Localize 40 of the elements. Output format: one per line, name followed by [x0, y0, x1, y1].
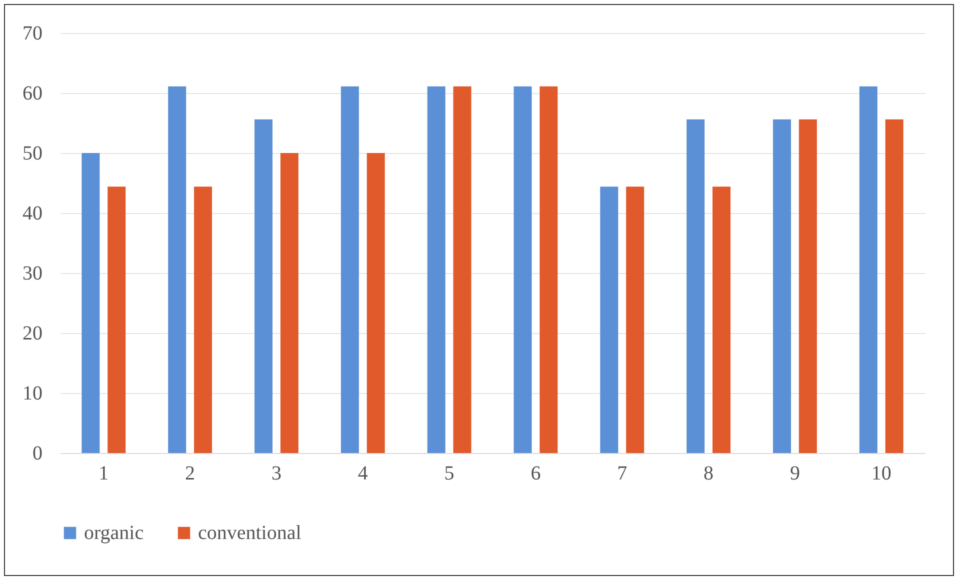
bar — [453, 86, 472, 453]
legend-label: conventional — [198, 522, 302, 544]
legend-label: organic — [84, 522, 144, 544]
y-tick-label: 10 — [22, 382, 42, 404]
bar — [859, 86, 878, 453]
bar — [798, 119, 817, 453]
bar — [168, 86, 186, 453]
y-tick-label: 30 — [22, 262, 42, 284]
x-tick-label: 1 — [98, 462, 109, 484]
bar — [254, 119, 273, 453]
x-tick-label: 9 — [790, 462, 800, 484]
x-tick-label: 7 — [617, 462, 628, 484]
y-tick-label: 50 — [22, 142, 42, 164]
bar — [427, 86, 446, 453]
x-tick-label: 6 — [530, 462, 541, 484]
bar — [626, 186, 644, 453]
y-tick-label: 0 — [32, 442, 42, 464]
bar — [540, 86, 558, 453]
bar — [514, 86, 532, 453]
x-tick-label: 3 — [271, 462, 282, 484]
bar — [108, 186, 126, 453]
x-tick-label: 10 — [871, 462, 892, 484]
y-tick-label: 40 — [22, 202, 42, 224]
bar — [366, 153, 385, 453]
bar — [885, 119, 904, 453]
bar — [772, 119, 791, 453]
bar — [82, 153, 100, 453]
bar — [194, 186, 212, 453]
bar — [712, 186, 730, 453]
x-tick-label: 2 — [185, 462, 196, 484]
bar — [600, 186, 618, 453]
y-tick-label: 70 — [22, 22, 42, 44]
bar — [686, 119, 705, 453]
x-tick-label: 8 — [704, 462, 714, 484]
x-tick-label: 4 — [358, 462, 368, 484]
bar — [340, 86, 359, 453]
y-tick-label: 60 — [22, 82, 42, 104]
y-tick-label: 20 — [22, 322, 42, 344]
x-tick-label: 5 — [444, 462, 454, 484]
bar — [280, 153, 298, 453]
